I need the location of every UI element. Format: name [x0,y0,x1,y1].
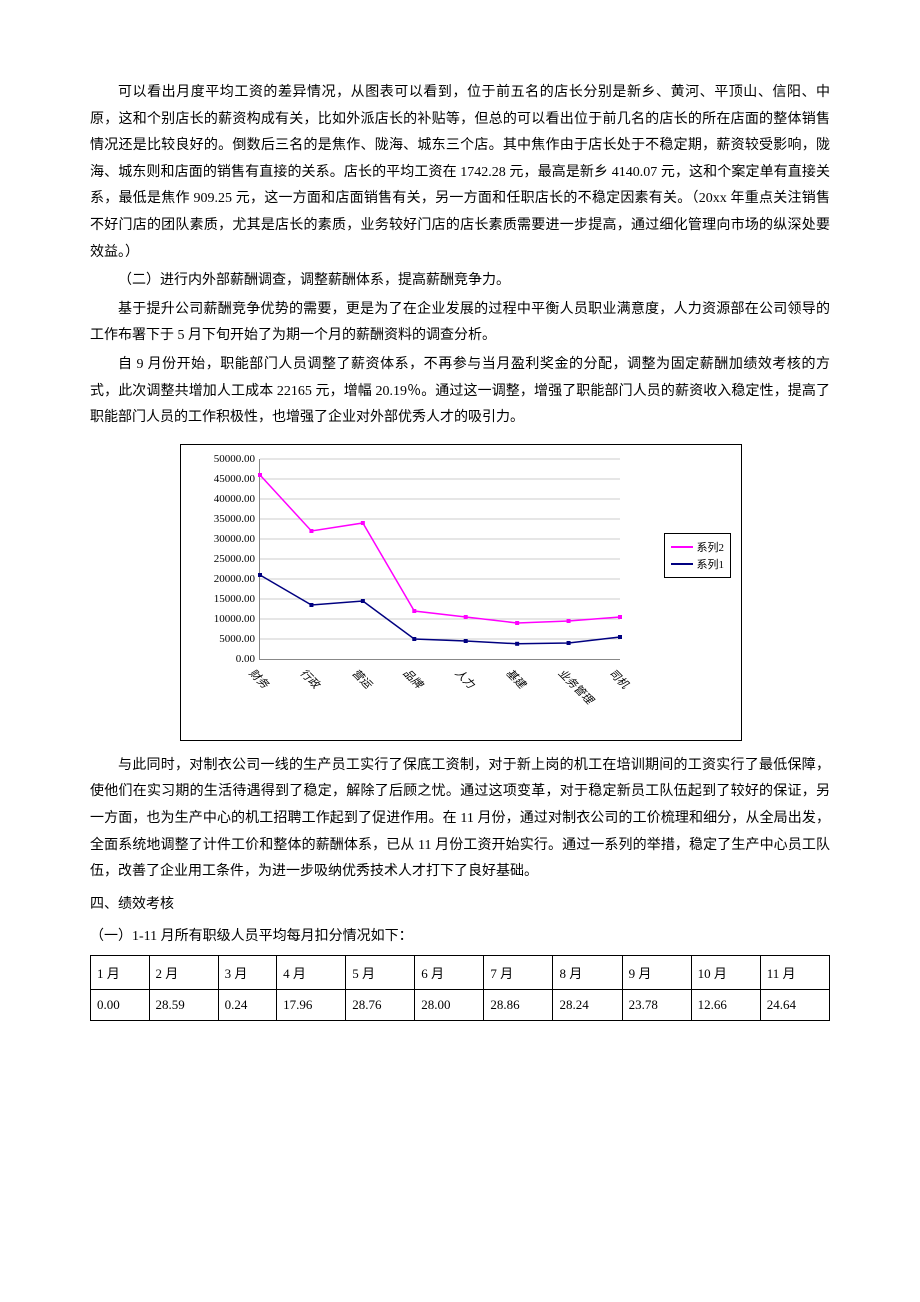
chart-ytick: 40000.00 [185,493,255,505]
chart-xtick: 品牌 [400,665,427,692]
salary-line-chart: 0.00 5000.00 10000.00 15000.00 20000.00 25000… [180,444,742,741]
paragraph-3: 基于提升公司薪酬竞争优势的需要，更是为了在企业发展的过程中平衡人员职业满意度，人… [90,297,830,350]
table-header-cell: 9 月 [622,955,691,989]
chart-legend: 系列2 系列1 [664,533,732,578]
paragraph-5: 与此同时，对制衣公司一线的生产员工实行了保底工资制，对于新上岗的机工在培训期间的… [90,753,830,886]
table-cell: 17.96 [277,989,346,1020]
legend-item-series1: 系列1 [671,556,725,572]
chart-xtick: 人力 [451,665,478,692]
legend-label-series1: 系列1 [697,556,725,572]
legend-swatch-series1 [671,563,693,565]
chart-xtick: 业务管理 [554,665,596,707]
table-cell: 0.00 [91,989,150,1020]
chart-xtick: 基建 [503,665,530,692]
table-header-cell: 8 月 [553,955,622,989]
document-page: 可以看出月度平均工资的差异情况，从图表可以看到，位于前五名的店长分别是新乡、黄河… [0,0,920,1111]
table-header-cell: 5 月 [346,955,415,989]
paragraph-2: （二）进行内外部薪酬调查，调整薪酬体系，提高薪酬竞争力。 [90,268,830,295]
chart-ytick: 25000.00 [185,553,255,565]
chart-plot-area [259,459,620,660]
table-cell: 28.00 [415,989,484,1020]
table-cell: 12.66 [691,989,760,1020]
chart-xtick: 司机 [606,665,633,692]
chart-ytick: 45000.00 [185,473,255,485]
table-header-cell: 11 月 [760,955,829,989]
paragraph-1: 可以看出月度平均工资的差异情况，从图表可以看到，位于前五名的店长分别是新乡、黄河… [90,80,830,266]
chart-ytick: 0.00 [185,653,255,665]
chart-ytick: 35000.00 [185,513,255,525]
table-cell: 28.86 [484,989,553,1020]
chart-xtick: 营运 [349,665,376,692]
table-cell: 23.78 [622,989,691,1020]
legend-label-series2: 系列2 [697,539,725,555]
chart-ytick: 5000.00 [185,633,255,645]
table-header-cell: 4 月 [277,955,346,989]
table-header-row: 1 月2 月3 月4 月5 月6 月7 月8 月9 月10 月11 月 [91,955,830,989]
chart-line-series2 [260,475,620,623]
chart-ytick: 20000.00 [185,573,255,585]
chart-ytick: 30000.00 [185,533,255,545]
table-header-cell: 2 月 [149,955,218,989]
section-4-title: 四、绩效考核 [90,892,830,919]
table-header-cell: 7 月 [484,955,553,989]
table-header-cell: 1 月 [91,955,150,989]
table-cell: 28.59 [149,989,218,1020]
paragraph-4: 自 9 月份开始，职能部门人员调整了薪资体系，不再参与当月盈利奖金的分配，调整为… [90,352,830,432]
legend-item-series2: 系列2 [671,539,725,555]
legend-swatch-series2 [671,546,693,548]
table-cell: 28.24 [553,989,622,1020]
section-4-subtitle: （一）1-11 月所有职级人员平均每月扣分情况如下： [90,924,830,951]
chart-ytick: 50000.00 [185,453,255,465]
table-header-cell: 10 月 [691,955,760,989]
chart-ytick: 10000.00 [185,613,255,625]
table-row: 0.0028.590.2417.9628.7628.0028.8628.2423… [91,989,830,1020]
table-cell: 0.24 [218,989,277,1020]
table-header-cell: 6 月 [415,955,484,989]
deduction-table: 1 月2 月3 月4 月5 月6 月7 月8 月9 月10 月11 月 0.00… [90,955,830,1021]
chart-xtick: 财务 [246,665,273,692]
chart-xtick: 行政 [297,665,324,692]
chart-svg [260,459,620,659]
table-header-cell: 3 月 [218,955,277,989]
table-cell: 28.76 [346,989,415,1020]
chart-line-series1 [260,575,620,644]
table-cell: 24.64 [760,989,829,1020]
chart-ytick: 15000.00 [185,593,255,605]
